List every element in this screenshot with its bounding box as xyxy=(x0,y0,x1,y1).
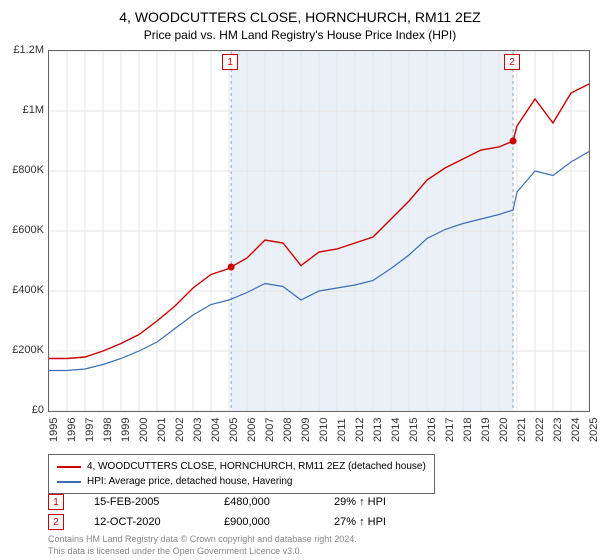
sale-date: 15-FEB-2005 xyxy=(94,496,194,508)
x-tick-label: 2008 xyxy=(282,418,294,442)
x-tick-label: 2021 xyxy=(516,418,528,442)
x-tick-label: 1998 xyxy=(102,418,114,442)
x-tick-label: 2000 xyxy=(138,418,150,442)
sale-price: £480,000 xyxy=(224,496,304,508)
y-tick-label: £600K xyxy=(12,224,44,236)
legend-label: HPI: Average price, detached house, Have… xyxy=(87,474,293,489)
x-tick-label: 2015 xyxy=(408,418,420,442)
sales-block: 1 15-FEB-2005 £480,000 29% ↑ HPI 2 12-OCT-202… xyxy=(48,494,386,534)
footer-line-1: Contains HM Land Registry data © Crown c… xyxy=(48,534,357,546)
x-tick-label: 1995 xyxy=(48,418,60,442)
x-tick-label: 2016 xyxy=(426,418,438,442)
x-tick-label: 1999 xyxy=(120,418,132,442)
x-tick-label: 2013 xyxy=(372,418,384,442)
x-tick-label: 2001 xyxy=(156,418,168,442)
chart-title: 4, WOODCUTTERS CLOSE, HORNCHURCH, RM11 2… xyxy=(0,0,600,26)
sale-row: 1 15-FEB-2005 £480,000 29% ↑ HPI xyxy=(48,494,386,510)
y-tick-label: £200K xyxy=(12,344,44,356)
legend-row: HPI: Average price, detached house, Have… xyxy=(57,474,426,489)
x-tick-label: 2010 xyxy=(318,418,330,442)
x-tick-label: 2012 xyxy=(354,418,366,442)
legend-swatch xyxy=(57,481,81,483)
x-tick-label: 1997 xyxy=(84,418,96,442)
x-tick-label: 2018 xyxy=(462,418,474,442)
y-tick-label: £1.2M xyxy=(13,44,44,56)
sale-price: £900,000 xyxy=(224,516,304,528)
sale-marker-box: 2 xyxy=(48,514,64,530)
x-tick-label: 2006 xyxy=(246,418,258,442)
legend-row: 4, WOODCUTTERS CLOSE, HORNCHURCH, RM11 2… xyxy=(57,459,426,474)
y-tick-label: £800K xyxy=(12,164,44,176)
x-tick-label: 2005 xyxy=(228,418,240,442)
x-tick-label: 1996 xyxy=(66,418,78,442)
x-tick-label: 2022 xyxy=(534,418,546,442)
x-tick-label: 2024 xyxy=(570,418,582,442)
x-tick-label: 2011 xyxy=(336,418,348,442)
sale-marker-box: 1 xyxy=(48,494,64,510)
plot-area xyxy=(48,50,590,412)
legend-label: 4, WOODCUTTERS CLOSE, HORNCHURCH, RM11 2… xyxy=(87,459,426,474)
x-tick-label: 2020 xyxy=(498,418,510,442)
x-tick-label: 2023 xyxy=(552,418,564,442)
x-tick-label: 2009 xyxy=(300,418,312,442)
sale-callout-marker: 2 xyxy=(504,54,520,70)
sale-date: 12-OCT-2020 xyxy=(94,516,194,528)
x-tick-label: 2014 xyxy=(390,418,402,442)
footer-line-2: This data is licensed under the Open Gov… xyxy=(48,546,357,558)
x-tick-label: 2004 xyxy=(210,418,222,442)
x-tick-label: 2003 xyxy=(192,418,204,442)
sale-relative: 29% ↑ HPI xyxy=(334,496,386,508)
chart-subtitle: Price paid vs. HM Land Registry's House … xyxy=(0,28,600,42)
legend: 4, WOODCUTTERS CLOSE, HORNCHURCH, RM11 2… xyxy=(48,454,435,494)
x-tick-label: 2019 xyxy=(480,418,492,442)
x-tick-label: 2002 xyxy=(174,418,186,442)
legend-swatch xyxy=(57,466,81,468)
chart-root: 4, WOODCUTTERS CLOSE, HORNCHURCH, RM11 2… xyxy=(0,0,600,560)
y-tick-label: £1M xyxy=(23,104,44,116)
sale-relative: 27% ↑ HPI xyxy=(334,516,386,528)
sale-callout-marker: 1 xyxy=(222,54,238,70)
footer: Contains HM Land Registry data © Crown c… xyxy=(48,534,357,557)
x-tick-label: 2017 xyxy=(444,418,456,442)
plot-svg xyxy=(49,51,589,411)
y-tick-label: £0 xyxy=(32,404,44,416)
sale-row: 2 12-OCT-2020 £900,000 27% ↑ HPI xyxy=(48,514,386,530)
x-tick-label: 2025 xyxy=(588,418,600,442)
x-tick-label: 2007 xyxy=(264,418,276,442)
y-tick-label: £400K xyxy=(12,284,44,296)
